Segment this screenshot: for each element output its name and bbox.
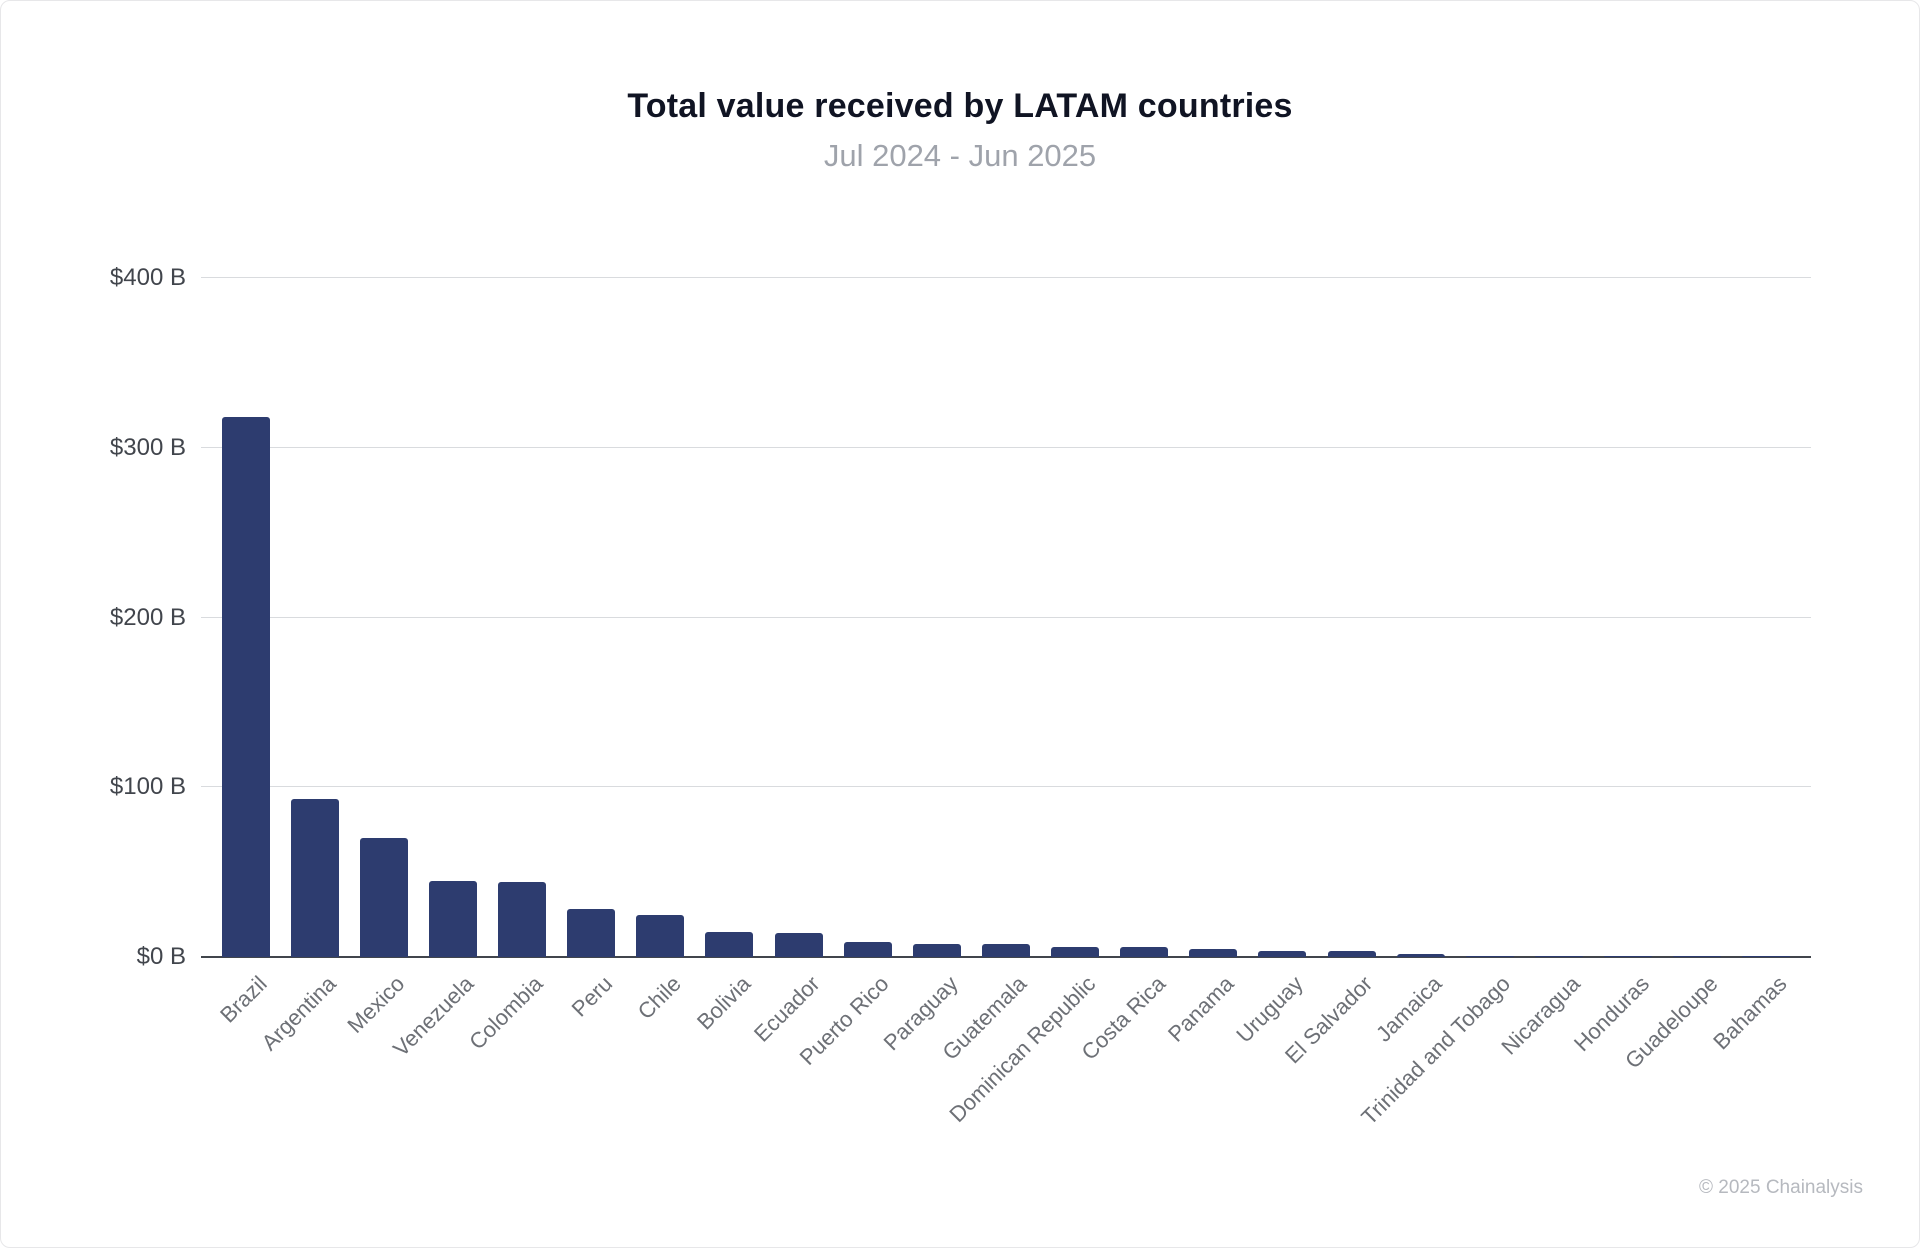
bar-slot: Peru	[557, 278, 626, 1022]
gridline	[201, 277, 1811, 278]
bar-peru[interactable]	[567, 909, 616, 957]
bar-bahamas[interactable]	[1742, 956, 1791, 957]
y-tick-label: $400 B	[109, 264, 186, 291]
bar-slot: Uruguay	[1232, 278, 1317, 1047]
bar-slot: Guadeloupe	[1620, 278, 1732, 1073]
bar-slot: Venezuela	[388, 278, 487, 1061]
y-tick-label: $0 B	[136, 943, 186, 970]
bar-bolivia[interactable]	[705, 931, 754, 957]
bar-slot: Chile	[626, 278, 695, 1024]
bar-slot: Brazil	[211, 278, 280, 1028]
x-tick-label: Peru	[566, 971, 617, 1022]
bar-venezuela[interactable]	[428, 880, 477, 957]
bar-puerto-rico[interactable]	[843, 941, 892, 957]
bar-slot: Mexico	[343, 278, 418, 1038]
plot-area: $0 B $100 B $200 B $300 B $400 B Brazil Argent…	[110, 264, 1811, 1130]
chart-title: Total value received by LATAM countries	[627, 87, 1293, 125]
bar-mexico[interactable]	[359, 838, 408, 957]
bar-uruguay[interactable]	[1258, 951, 1307, 957]
bar-slot: Argentina	[256, 278, 349, 1055]
x-tick-label: Colombia	[464, 971, 548, 1055]
bar-slot: Ecuador	[749, 278, 833, 1047]
bar-guadeloupe[interactable]	[1673, 956, 1722, 957]
bar-slot: Trinidad and Tobago	[1357, 278, 1524, 1130]
bar-paraguay[interactable]	[912, 944, 961, 957]
bar-trinidad-and-tobago[interactable]	[1465, 955, 1514, 957]
bar-slot: Bolivia	[692, 278, 764, 1035]
bar-slot: Paraguay	[878, 278, 971, 1055]
x-tick-label: Bolivia	[691, 971, 756, 1035]
bar-jamaica[interactable]	[1396, 953, 1445, 957]
bar-guatemala[interactable]	[981, 944, 1030, 957]
bar-argentina[interactable]	[290, 799, 339, 957]
bar-dominican-republic[interactable]	[1051, 946, 1100, 957]
bar-nicaragua[interactable]	[1534, 955, 1583, 957]
bar-ecuador[interactable]	[774, 933, 823, 957]
bar-colombia[interactable]	[498, 882, 547, 957]
bar-slot: Colombia	[464, 278, 557, 1054]
x-tick-label: Mexico	[342, 971, 410, 1038]
bar-slot: Costa Rica	[1076, 278, 1179, 1065]
bar-brazil[interactable]	[221, 417, 270, 957]
bar-slot: Jamaica	[1371, 278, 1455, 1047]
x-tick-label: Brazil	[214, 971, 272, 1028]
bar-slot: Honduras	[1569, 278, 1663, 1056]
bar-slot: Panama	[1163, 278, 1248, 1047]
bar-honduras[interactable]	[1604, 956, 1653, 957]
x-tick-label: Bahamas	[1708, 971, 1792, 1055]
bar-panama[interactable]	[1189, 948, 1238, 957]
bar-slot: Dominican Republic	[945, 278, 1110, 1127]
y-tick-label: $200 B	[109, 603, 186, 631]
x-tick-label: Chile	[632, 971, 686, 1025]
chart-subtitle: Jul 2024 - Jun 2025	[823, 138, 1097, 173]
bar-slot: Bahamas	[1709, 278, 1801, 1054]
x-tick-label: Argentina	[256, 971, 341, 1056]
bar-slot: Puerto Rico	[794, 278, 902, 1070]
bar-chile[interactable]	[636, 914, 685, 957]
gridline	[201, 616, 1811, 618]
y-tick-label: $100 B	[109, 773, 186, 801]
x-tick-label: Panama	[1163, 971, 1239, 1047]
chart-header: Total value received by LATAM countries …	[1, 87, 1919, 174]
bar-slot: Nicaragua	[1496, 278, 1593, 1060]
bar-slot: El Salvador	[1280, 278, 1386, 1068]
bar-slot: Guatemala	[938, 278, 1040, 1065]
gridline	[201, 786, 1811, 788]
attribution-text: © 2025 Chainalysis	[1699, 1177, 1863, 1198]
bar-el-salvador[interactable]	[1327, 951, 1376, 957]
y-tick-label: $300 B	[109, 433, 186, 461]
gridline	[201, 446, 1811, 448]
bar-costa-rica[interactable]	[1120, 946, 1169, 957]
bars-container: Brazil Argentina Mexico Venezuela Colombia Pe…	[201, 278, 1811, 1130]
x-axis-baseline	[201, 956, 1811, 958]
